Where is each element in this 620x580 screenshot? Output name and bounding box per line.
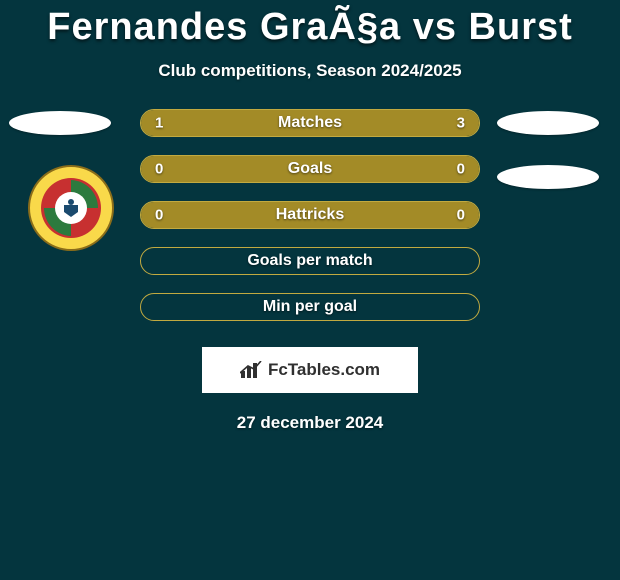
player-left-marker xyxy=(9,111,111,135)
page-title: Fernandes GraÃ§a vs Burst xyxy=(0,0,620,49)
stat-row: 0 0 Goals xyxy=(140,155,480,183)
comparison-card: Fernandes GraÃ§a vs Burst Club competiti… xyxy=(0,0,620,580)
brand-badge: FcTables.com xyxy=(202,347,418,393)
stat-label: Min per goal xyxy=(263,298,357,316)
player-right-avatar-placeholder xyxy=(497,165,599,189)
date-label: 27 december 2024 xyxy=(0,413,620,433)
stat-row: Goals per match xyxy=(140,247,480,275)
content-area: 1 3 Matches 0 0 Goals 0 0 Hattricks Goals per mat… xyxy=(0,109,620,433)
stat-right-value: 0 xyxy=(457,161,465,178)
brand-text: FcTables.com xyxy=(268,360,380,380)
stat-label: Goals per match xyxy=(247,252,372,270)
stat-label: Hattricks xyxy=(276,206,344,224)
stat-left-value: 0 xyxy=(155,207,163,224)
stat-label: Goals xyxy=(288,160,332,178)
stat-left-value: 1 xyxy=(155,115,163,132)
stat-rows: 1 3 Matches 0 0 Goals 0 0 Hattricks Goals per mat… xyxy=(140,109,480,321)
player-right-marker xyxy=(497,111,599,135)
stat-right-value: 3 xyxy=(457,115,465,132)
stat-row: 1 3 Matches xyxy=(140,109,480,137)
stat-row: 0 0 Hattricks xyxy=(140,201,480,229)
crest-icon xyxy=(28,165,114,251)
bar-chart-icon xyxy=(240,361,262,379)
stat-right-value: 0 xyxy=(457,207,465,224)
stat-row: Min per goal xyxy=(140,293,480,321)
stat-label: Matches xyxy=(278,114,342,132)
player-left-avatar xyxy=(28,165,114,251)
stat-left-value: 0 xyxy=(155,161,163,178)
page-subtitle: Club competitions, Season 2024/2025 xyxy=(0,61,620,81)
